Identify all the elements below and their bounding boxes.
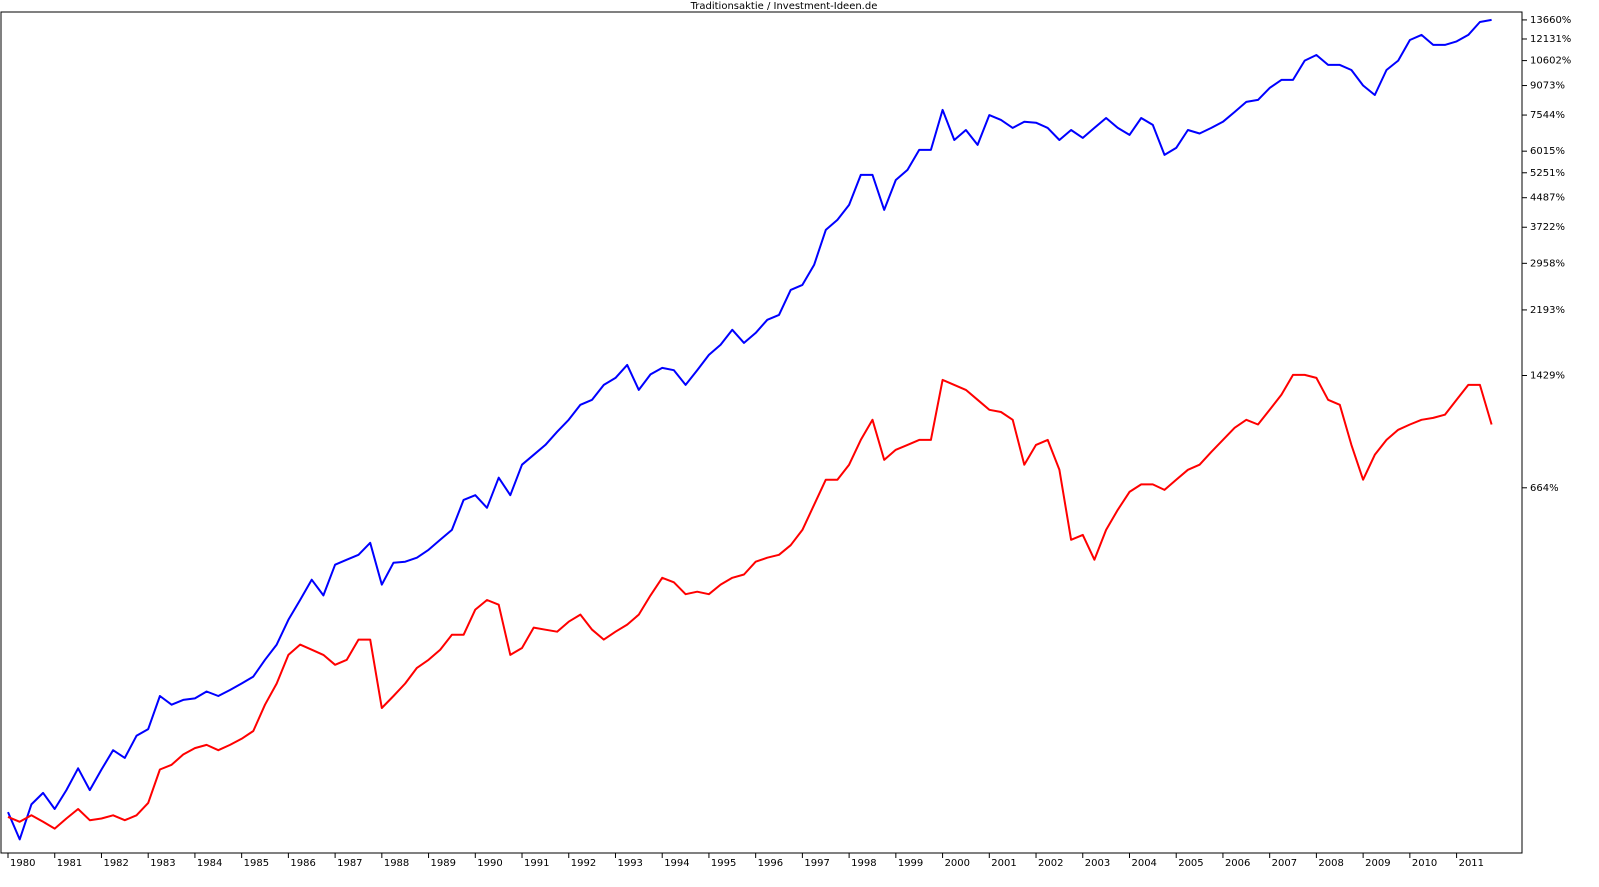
- x-tick-label: 1989: [431, 858, 456, 869]
- y-tick-label: 2958%: [1530, 258, 1565, 269]
- x-tick-label: 1991: [524, 858, 549, 869]
- y-tick-label: 6015%: [1530, 146, 1565, 157]
- y-tick-label: 12131%: [1530, 34, 1571, 45]
- x-tick-label: 1996: [758, 858, 783, 869]
- x-tick-label: 1985: [244, 858, 269, 869]
- x-tick-label: 2001: [991, 858, 1016, 869]
- x-tick-label: 2002: [1038, 858, 1063, 869]
- y-tick-label: 5251%: [1530, 168, 1565, 179]
- x-tick-label: 1997: [804, 858, 829, 869]
- y-tick-label: 13660%: [1530, 15, 1571, 26]
- x-tick-label: 2010: [1412, 858, 1437, 869]
- x-tick-label: 2009: [1365, 858, 1390, 869]
- x-tick-label: 1983: [150, 858, 175, 869]
- x-tick-label: 2006: [1225, 858, 1250, 869]
- x-tick-label: 2005: [1178, 858, 1203, 869]
- y-tick-label: 2193%: [1530, 305, 1565, 316]
- x-tick-label: 1995: [711, 858, 736, 869]
- x-tick-label: 1999: [898, 858, 923, 869]
- x-tick-label: 2003: [1085, 858, 1110, 869]
- x-tick-label: 2004: [1131, 858, 1156, 869]
- x-tick-label: 2008: [1318, 858, 1343, 869]
- chart-title: Traditionsaktie / Investment-Ideen.de: [690, 1, 878, 12]
- y-tick-label: 9073%: [1530, 81, 1565, 92]
- x-tick-label: 1982: [103, 858, 128, 869]
- y-tick-label: 10602%: [1530, 56, 1571, 67]
- x-tick-label: 1998: [851, 858, 876, 869]
- x-tick-label: 2000: [945, 858, 970, 869]
- x-tick-label: 1981: [57, 858, 82, 869]
- x-tick-label: 1994: [664, 858, 689, 869]
- y-tick-label: 1429%: [1530, 371, 1565, 382]
- y-tick-label: 7544%: [1530, 110, 1565, 121]
- y-tick-label: 4487%: [1530, 193, 1565, 204]
- x-tick-label: 1987: [337, 858, 362, 869]
- line-series: [7, 18, 1492, 841]
- x-tick-label: 1984: [197, 858, 222, 869]
- x-tick-label: 1990: [477, 858, 502, 869]
- x-tick-label: 1993: [617, 858, 642, 869]
- x-tick-label: 1986: [290, 858, 315, 869]
- y-tick-label: 664%: [1530, 483, 1559, 494]
- y-tick-label: 3722%: [1530, 222, 1565, 233]
- x-tick-label: 2011: [1459, 858, 1484, 869]
- x-tick-label: 1980: [10, 858, 35, 869]
- line-series: [7, 373, 1493, 830]
- x-tick-label: 1988: [384, 858, 409, 869]
- x-tick-label: 2007: [1272, 858, 1297, 869]
- x-tick-label: 1992: [571, 858, 596, 869]
- plot-frame: [0, 11, 1523, 854]
